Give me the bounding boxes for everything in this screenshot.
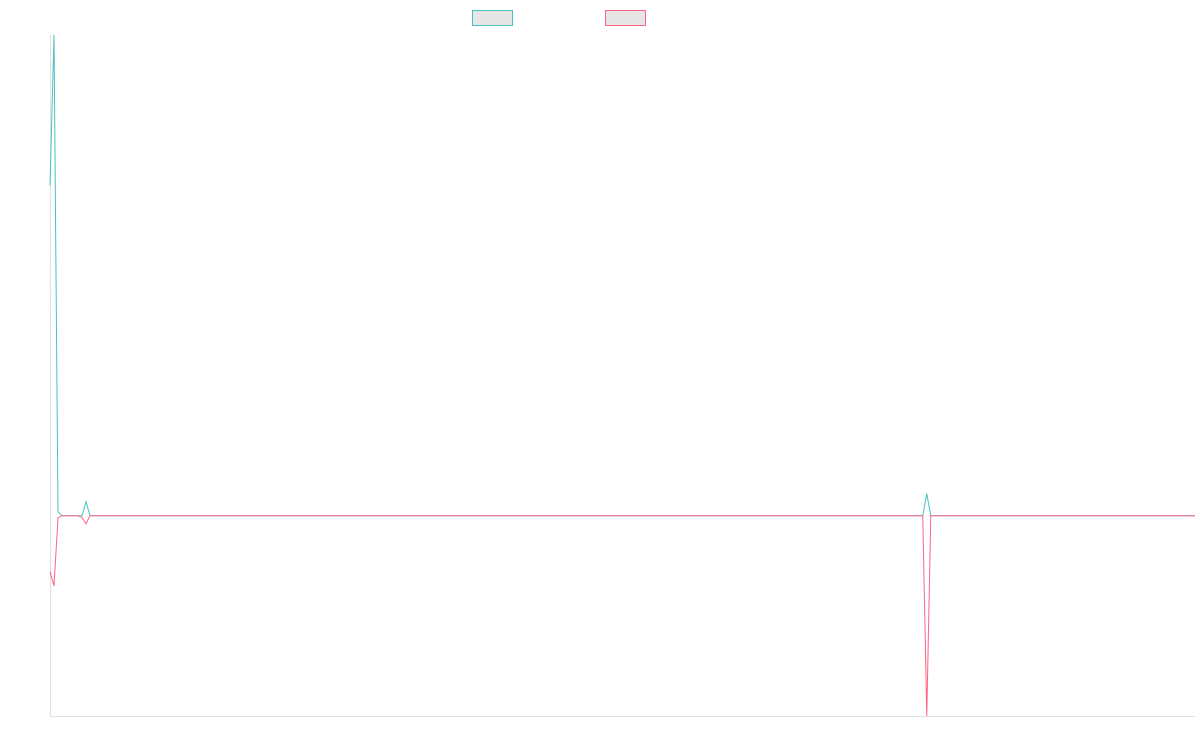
series-line-2 <box>49 515 1195 717</box>
plot-area <box>49 34 1195 717</box>
legend-swatch-2[interactable] <box>605 10 646 26</box>
legend-swatch-1[interactable] <box>472 10 513 26</box>
legend[interactable] <box>472 10 646 26</box>
series-line-1 <box>49 34 1195 517</box>
axes <box>50 35 1195 717</box>
